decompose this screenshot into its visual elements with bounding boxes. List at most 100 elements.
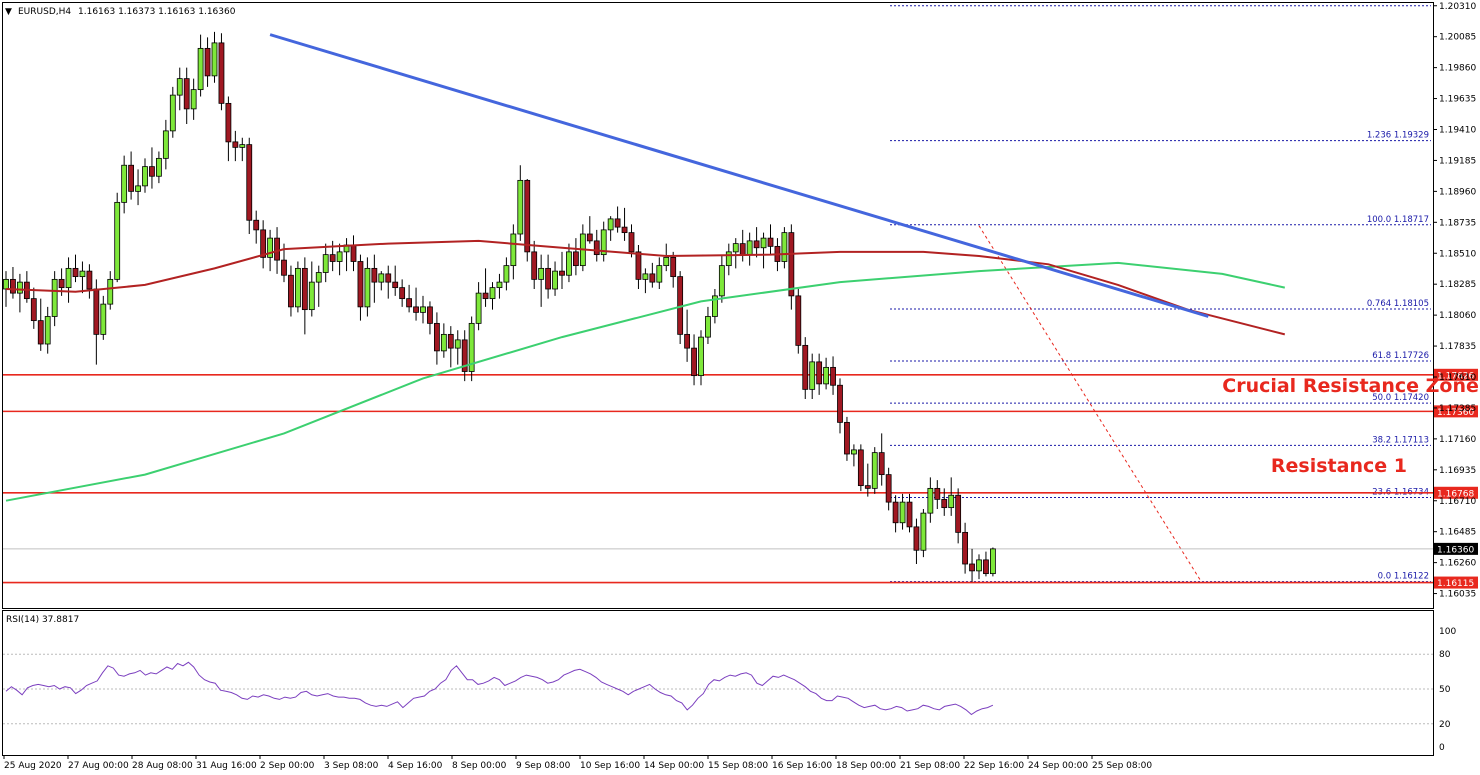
bullish-candle <box>510 233 517 267</box>
bullish-candle <box>475 292 482 324</box>
time-tick-label: 14 Sep 00:00 <box>644 761 704 771</box>
bearish-candle <box>586 233 593 242</box>
bearish-candle <box>37 320 44 345</box>
time-axis: 25 Aug 2020 27 Aug 00:00 28 Aug 08:00 31 Au… <box>3 755 1152 771</box>
bearish-candle <box>621 226 628 234</box>
fib-diagonal-line <box>978 225 1202 583</box>
resistance-price-label: 1.17360 <box>1437 408 1474 418</box>
bearish-candle <box>93 288 100 335</box>
bearish-candle <box>86 270 93 290</box>
bearish-candle <box>281 259 287 276</box>
price-tick-label: 1.16035 <box>1439 590 1476 600</box>
bullish-candle <box>197 47 204 91</box>
bullish-candle <box>976 559 982 572</box>
annotation-resistance-1: Resistance 1 <box>1271 455 1407 477</box>
time-tick-label: 22 Sep 16:00 <box>964 761 1024 771</box>
fib-level-label: 1.236 1.19329 <box>1367 131 1429 141</box>
time-tick-label: 24 Sep 00:00 <box>1028 761 1088 771</box>
price-tick-label: 1.16260 <box>1439 559 1476 569</box>
rsi-indicator: 100 80 50 20 0 <box>3 627 1456 753</box>
bullish-candle <box>100 303 107 335</box>
header-arrow-icon: ▼ <box>5 7 12 17</box>
rsi-tick-label: 20 <box>1439 720 1451 730</box>
time-tick-label: 21 Sep 08:00 <box>900 761 960 771</box>
bullish-candle <box>781 232 788 262</box>
price-tick-label: 1.16935 <box>1439 466 1476 476</box>
bearish-candle <box>906 501 913 528</box>
bearish-candle <box>864 485 871 489</box>
bullish-candle <box>927 487 934 514</box>
price-tick-label: 1.17610 <box>1439 373 1476 383</box>
bearish-candle <box>955 494 962 533</box>
bullish-candle <box>420 306 426 313</box>
bearish-candle <box>232 141 239 148</box>
bearish-candle <box>433 322 440 352</box>
bullish-candle <box>190 89 197 110</box>
fib-level-label: 61.8 1.17726 <box>1372 351 1429 361</box>
bullish-candle <box>489 287 496 300</box>
bullish-candle <box>454 339 461 349</box>
bullish-candle <box>378 273 385 283</box>
bullish-candle <box>642 273 649 280</box>
bearish-candle <box>350 244 357 262</box>
time-tick-label: 15 Sep 08:00 <box>708 761 768 771</box>
bullish-candle <box>468 322 475 372</box>
bullish-candle <box>336 251 343 262</box>
time-tick-label: 31 Aug 16:00 <box>196 761 257 771</box>
bullish-candle <box>600 229 607 256</box>
bearish-candle <box>72 267 79 278</box>
moving-average-line <box>5 261 1286 502</box>
bearish-candle <box>301 267 308 311</box>
main-pane <box>2 2 1434 609</box>
bearish-candle <box>58 278 65 289</box>
price-tick-label: 1.18510 <box>1439 249 1476 259</box>
fib-level-label: 38.2 1.17113 <box>1372 435 1429 445</box>
bearish-candle <box>878 452 885 476</box>
price-tick-label: 1.17160 <box>1439 435 1476 445</box>
header-symbol: EURUSD,H4 <box>18 7 71 17</box>
bearish-candle <box>892 501 899 524</box>
bullish-candle <box>851 449 857 455</box>
bearish-candle <box>649 273 656 283</box>
annotation-crucial-resistance-zone: Crucial Resistance Zone <box>1222 375 1479 397</box>
rsi-label: RSI(14) 37.8817 <box>6 615 79 625</box>
bullish-candle <box>44 316 51 345</box>
bullish-candle <box>142 166 148 187</box>
bullish-candle <box>517 179 524 235</box>
price-tick-label: 1.18060 <box>1439 311 1476 321</box>
moving-average-line <box>5 239 1286 336</box>
bearish-candle <box>427 306 433 324</box>
bullish-candle <box>3 278 9 290</box>
bullish-candle <box>712 295 718 317</box>
rsi-tick-label: 50 <box>1439 685 1451 695</box>
bullish-candle <box>496 281 503 289</box>
price-tick-label: 1.20085 <box>1439 33 1476 43</box>
bearish-candle <box>524 179 531 253</box>
trend-line-group <box>269 33 1209 318</box>
resistance-price-box <box>1434 486 1478 499</box>
price-tick-label: 1.19635 <box>1439 95 1476 105</box>
bearish-candle <box>531 251 538 280</box>
rsi-line <box>5 661 994 716</box>
bearish-candle <box>593 240 600 256</box>
bearish-candle <box>788 232 795 297</box>
bearish-candle <box>447 333 454 349</box>
bearish-candle <box>30 298 37 322</box>
bullish-candle <box>948 494 955 509</box>
bearish-candle <box>288 274 294 308</box>
rsi-pane <box>2 610 1434 756</box>
bearish-candle <box>816 361 823 385</box>
bearish-candle <box>385 273 392 283</box>
bullish-candle <box>16 281 23 294</box>
bearish-candle <box>371 267 378 283</box>
price-tick-label: 1.17835 <box>1439 342 1476 352</box>
bearish-candle <box>329 254 336 262</box>
bullish-candle <box>990 548 996 575</box>
bearish-candle <box>830 366 836 386</box>
resistance-lines: 1.17626 1.17360 1.16768 1.16115 1.16360 <box>3 368 1478 589</box>
bearish-candle <box>670 256 677 278</box>
bullish-candle <box>760 237 767 249</box>
bearish-candle <box>969 563 975 572</box>
resistance-price-label: 1.16115 <box>1437 579 1474 589</box>
time-tick-label: 8 Sep 00:00 <box>452 761 507 771</box>
